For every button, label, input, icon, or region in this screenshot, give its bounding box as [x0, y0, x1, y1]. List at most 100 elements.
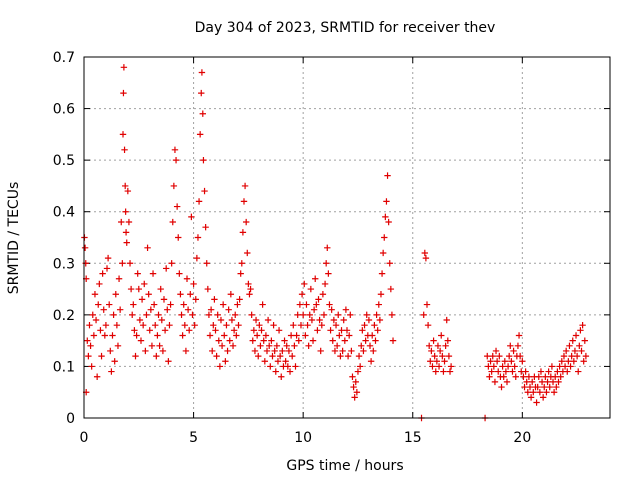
y-tick-label: 0 — [66, 411, 75, 427]
data-point — [169, 218, 176, 226]
data-point — [447, 363, 455, 370]
data-point — [195, 198, 203, 205]
y-tick-label: 0.6 — [53, 102, 75, 118]
data-point — [384, 172, 391, 179]
x-tick-label: 5 — [189, 430, 198, 446]
data-point — [378, 270, 386, 277]
data-point — [363, 311, 370, 319]
data-point — [550, 389, 558, 396]
data-point — [541, 383, 548, 391]
data-point — [336, 332, 343, 339]
data-point — [580, 358, 587, 365]
data-point — [107, 347, 114, 355]
data-point — [204, 285, 212, 293]
data-point — [375, 301, 382, 308]
data-point — [259, 301, 266, 308]
data-point — [149, 270, 157, 277]
data-point — [130, 301, 137, 308]
data-point — [235, 321, 242, 329]
data-point — [309, 337, 317, 344]
data-point — [509, 368, 516, 375]
data-point — [216, 363, 224, 370]
data-point — [116, 306, 124, 313]
data-point — [296, 301, 304, 308]
data-point — [158, 316, 166, 324]
data-point — [306, 311, 313, 319]
data-point — [96, 280, 103, 288]
data-point — [385, 218, 392, 226]
data-point — [520, 373, 527, 380]
data-point — [122, 182, 129, 190]
data-point — [189, 311, 196, 319]
data-point — [262, 332, 270, 339]
data-point — [523, 378, 530, 386]
data-point — [429, 363, 436, 370]
data-point — [206, 332, 214, 339]
data-point — [119, 131, 127, 138]
data-point — [110, 311, 117, 319]
data-point — [503, 378, 511, 386]
data-point — [498, 383, 505, 391]
data-point — [310, 306, 318, 313]
data-point — [566, 342, 573, 349]
data-point — [150, 301, 158, 308]
data-point — [224, 347, 231, 355]
data-point — [381, 234, 388, 241]
data-point — [556, 363, 563, 370]
data-point — [253, 332, 261, 339]
data-point — [438, 332, 445, 339]
data-point — [86, 321, 93, 329]
data-point — [555, 378, 562, 386]
data-point — [428, 347, 435, 355]
data-point — [343, 327, 351, 334]
data-point — [579, 321, 586, 329]
data-point — [222, 358, 229, 365]
data-point — [278, 373, 285, 380]
data-point — [377, 291, 385, 298]
data-points — [81, 64, 590, 422]
data-point — [255, 352, 262, 360]
y-tick-label: 0.2 — [53, 308, 75, 324]
data-point — [333, 342, 341, 349]
data-point — [139, 321, 147, 329]
data-point — [350, 383, 357, 391]
y-tick-label: 0.7 — [53, 50, 75, 66]
data-point — [434, 342, 442, 349]
data-point — [369, 332, 376, 339]
data-point — [436, 347, 444, 355]
data-point — [124, 187, 132, 195]
data-point — [548, 363, 556, 370]
data-point — [569, 337, 576, 344]
data-point — [491, 378, 499, 386]
data-point — [241, 182, 249, 190]
data-point — [102, 321, 110, 329]
data-point — [486, 373, 493, 380]
data-point — [533, 399, 540, 406]
data-point — [85, 352, 92, 360]
data-point — [388, 311, 396, 319]
data-point — [500, 373, 507, 380]
data-point — [281, 337, 288, 344]
data-point — [305, 342, 312, 349]
data-point — [93, 373, 101, 380]
data-point — [184, 306, 192, 313]
data-point — [526, 383, 534, 391]
data-point — [514, 342, 522, 349]
data-point — [538, 378, 546, 386]
data-point — [372, 337, 379, 344]
data-point — [251, 347, 259, 355]
data-point — [283, 342, 290, 349]
data-point — [337, 352, 344, 360]
data-point — [202, 223, 209, 231]
data-point — [167, 301, 174, 308]
data-point — [351, 394, 358, 401]
data-point — [88, 363, 95, 370]
data-point — [237, 270, 244, 277]
data-point — [132, 352, 139, 360]
data-point — [92, 316, 100, 324]
data-point — [315, 296, 322, 303]
data-point — [172, 156, 180, 164]
data-point — [504, 363, 512, 370]
data-point — [340, 316, 347, 324]
data-point — [256, 321, 263, 329]
